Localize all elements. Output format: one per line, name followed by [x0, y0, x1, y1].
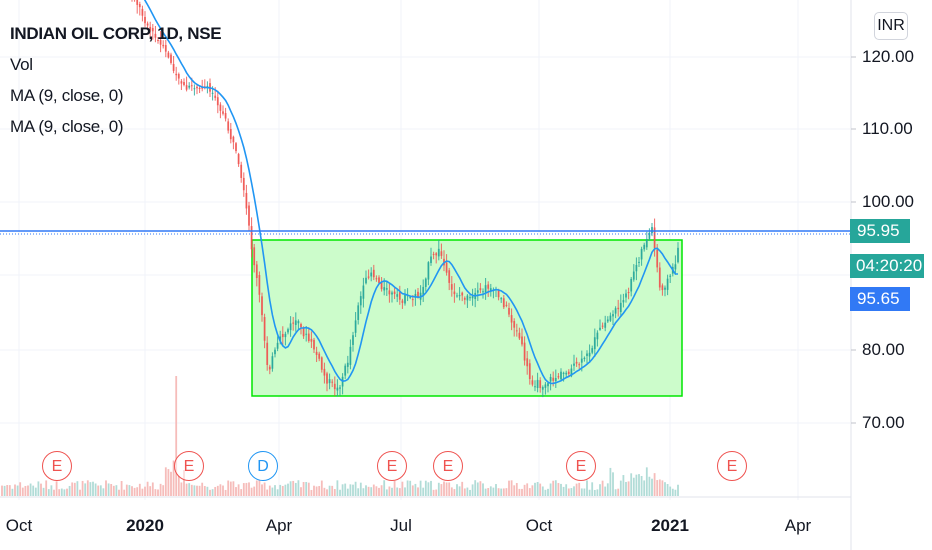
- earnings-marker[interactable]: E: [433, 451, 463, 481]
- indicator-ma-2[interactable]: MA (9, close, 0): [10, 117, 124, 136]
- earnings-marker[interactable]: E: [717, 451, 747, 481]
- time-label-apr-2021: Apr: [784, 516, 812, 535]
- dividend-marker[interactable]: D: [248, 451, 278, 481]
- indicator-ma-1[interactable]: MA (9, close, 0): [10, 86, 124, 105]
- range-rectangle: [251, 239, 683, 397]
- last-price-tag: 95.95: [850, 219, 910, 243]
- price-label-120: 120.00: [862, 47, 914, 66]
- earnings-marker[interactable]: E: [42, 451, 72, 481]
- earnings-marker[interactable]: E: [566, 451, 596, 481]
- symbol-title[interactable]: INDIAN OIL CORP, 1D, NSE: [10, 24, 222, 43]
- time-label-oct-2020: Oct: [525, 516, 553, 535]
- countdown-tag: 04:20:20: [850, 254, 924, 278]
- price-label-110: 110.00: [862, 119, 913, 138]
- price-label-70: 70.00: [862, 413, 905, 432]
- time-label-2020: 2020: [126, 516, 164, 535]
- indicator-volume[interactable]: Vol: [10, 55, 33, 74]
- currency-button[interactable]: INR: [874, 12, 908, 40]
- crosshair-price-tag: 95.65: [850, 287, 910, 311]
- earnings-marker[interactable]: E: [174, 451, 204, 481]
- time-label-oct-2019: Oct: [5, 516, 33, 535]
- time-label-jul-2020: Jul: [390, 516, 412, 535]
- time-label-2021: 2021: [651, 516, 689, 535]
- time-label-apr-2020: Apr: [265, 516, 293, 535]
- price-label-80: 80.00: [862, 340, 905, 359]
- price-label-100: 100.00: [862, 192, 914, 211]
- moving-average-line: [143, 0, 678, 385]
- chart-legend: INDIAN OIL CORP, 1D, NSE Vol MA (9, clos…: [10, 18, 222, 142]
- earnings-marker[interactable]: E: [377, 451, 407, 481]
